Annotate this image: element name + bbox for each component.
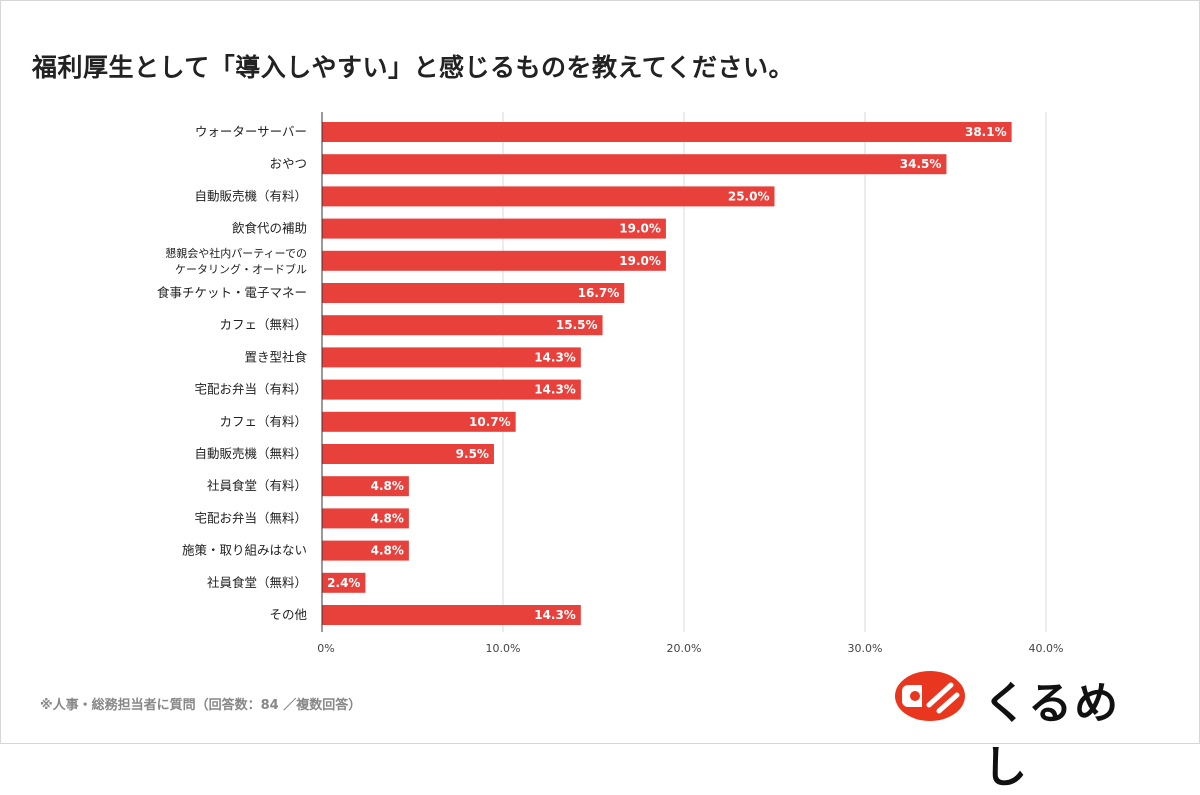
data-label: 2.4% bbox=[327, 576, 360, 590]
bar bbox=[322, 379, 581, 400]
bar bbox=[322, 540, 409, 561]
data-label: 4.8% bbox=[371, 511, 404, 525]
category-label: 食事チケット・電子マネー bbox=[157, 285, 307, 300]
category-label: 置き型社食 bbox=[244, 349, 307, 364]
bar bbox=[322, 444, 494, 464]
category-label: おやつ bbox=[269, 156, 307, 171]
bar bbox=[322, 411, 516, 432]
data-label: 38.1% bbox=[965, 125, 1007, 139]
bar bbox=[322, 186, 775, 207]
x-tick-label: 10.0% bbox=[486, 642, 521, 655]
chart-title: 福利厚生として「導入しやすい」と感じるものを教えてください。 bbox=[32, 53, 795, 82]
x-tick-label: 20.0% bbox=[667, 642, 702, 655]
data-label: 19.0% bbox=[619, 254, 661, 268]
category-label: カフェ（無料） bbox=[219, 317, 307, 332]
data-label: 16.7% bbox=[578, 286, 620, 300]
bar bbox=[322, 347, 581, 368]
bar-chart: 0% 10.0% 20.0% 30.0% 40.0% 38.1% ウォーターサーバー 34.5… bbox=[157, 112, 1064, 655]
x-tick-label: 0% bbox=[317, 642, 334, 655]
data-label: 14.3% bbox=[534, 383, 576, 397]
bar bbox=[322, 218, 666, 239]
category-label: その他 bbox=[269, 607, 307, 622]
category-label: カフェ（有料） bbox=[219, 414, 307, 429]
kurumeshi-logo: くるめし bbox=[893, 665, 1163, 793]
bar bbox=[322, 572, 366, 593]
data-label: 4.8% bbox=[371, 479, 404, 493]
data-label: 9.5% bbox=[456, 447, 489, 461]
bar bbox=[322, 283, 625, 303]
category-label: 自動販売機（有料） bbox=[194, 188, 307, 203]
x-tick-label: 30.0% bbox=[848, 642, 883, 655]
bar bbox=[322, 605, 581, 625]
bar bbox=[322, 154, 947, 175]
logo-text: くるめし bbox=[983, 678, 1121, 793]
data-label: 25.0% bbox=[728, 189, 770, 203]
bar bbox=[322, 122, 1012, 142]
category-label: ウォーターサーバー bbox=[195, 124, 307, 139]
category-label: 自動販売機（無料） bbox=[194, 446, 307, 461]
category-label: 懇親会や社内パーティーでの bbox=[165, 246, 307, 260]
category-label: 社員食堂（有料） bbox=[207, 478, 307, 493]
x-tick-label: 40.0% bbox=[1029, 642, 1064, 655]
category-label: ケータリング・オードブル bbox=[175, 262, 307, 276]
data-label: 4.8% bbox=[371, 544, 404, 558]
bar bbox=[322, 476, 409, 497]
category-label: 宅配お弁当（有料） bbox=[194, 382, 307, 397]
bar bbox=[322, 508, 409, 529]
data-label: 34.5% bbox=[900, 157, 942, 171]
category-label: 飲食代の補助 bbox=[232, 221, 307, 236]
bar bbox=[322, 315, 603, 336]
data-label: 14.3% bbox=[534, 350, 576, 364]
footnote: ※人事・総務担当者に質問（回答数：84 ／複数回答） bbox=[40, 698, 362, 713]
category-label: 宅配お弁当（無料） bbox=[194, 510, 307, 525]
data-label: 10.7% bbox=[469, 415, 511, 429]
bar bbox=[322, 250, 666, 271]
data-label: 14.3% bbox=[534, 608, 576, 622]
data-label: 15.5% bbox=[556, 318, 598, 332]
data-label: 19.0% bbox=[619, 222, 661, 236]
category-label: 施策・取り組みはない bbox=[182, 543, 307, 558]
category-label: 社員食堂（無料） bbox=[207, 575, 307, 590]
logo-mark-icon bbox=[895, 671, 965, 721]
